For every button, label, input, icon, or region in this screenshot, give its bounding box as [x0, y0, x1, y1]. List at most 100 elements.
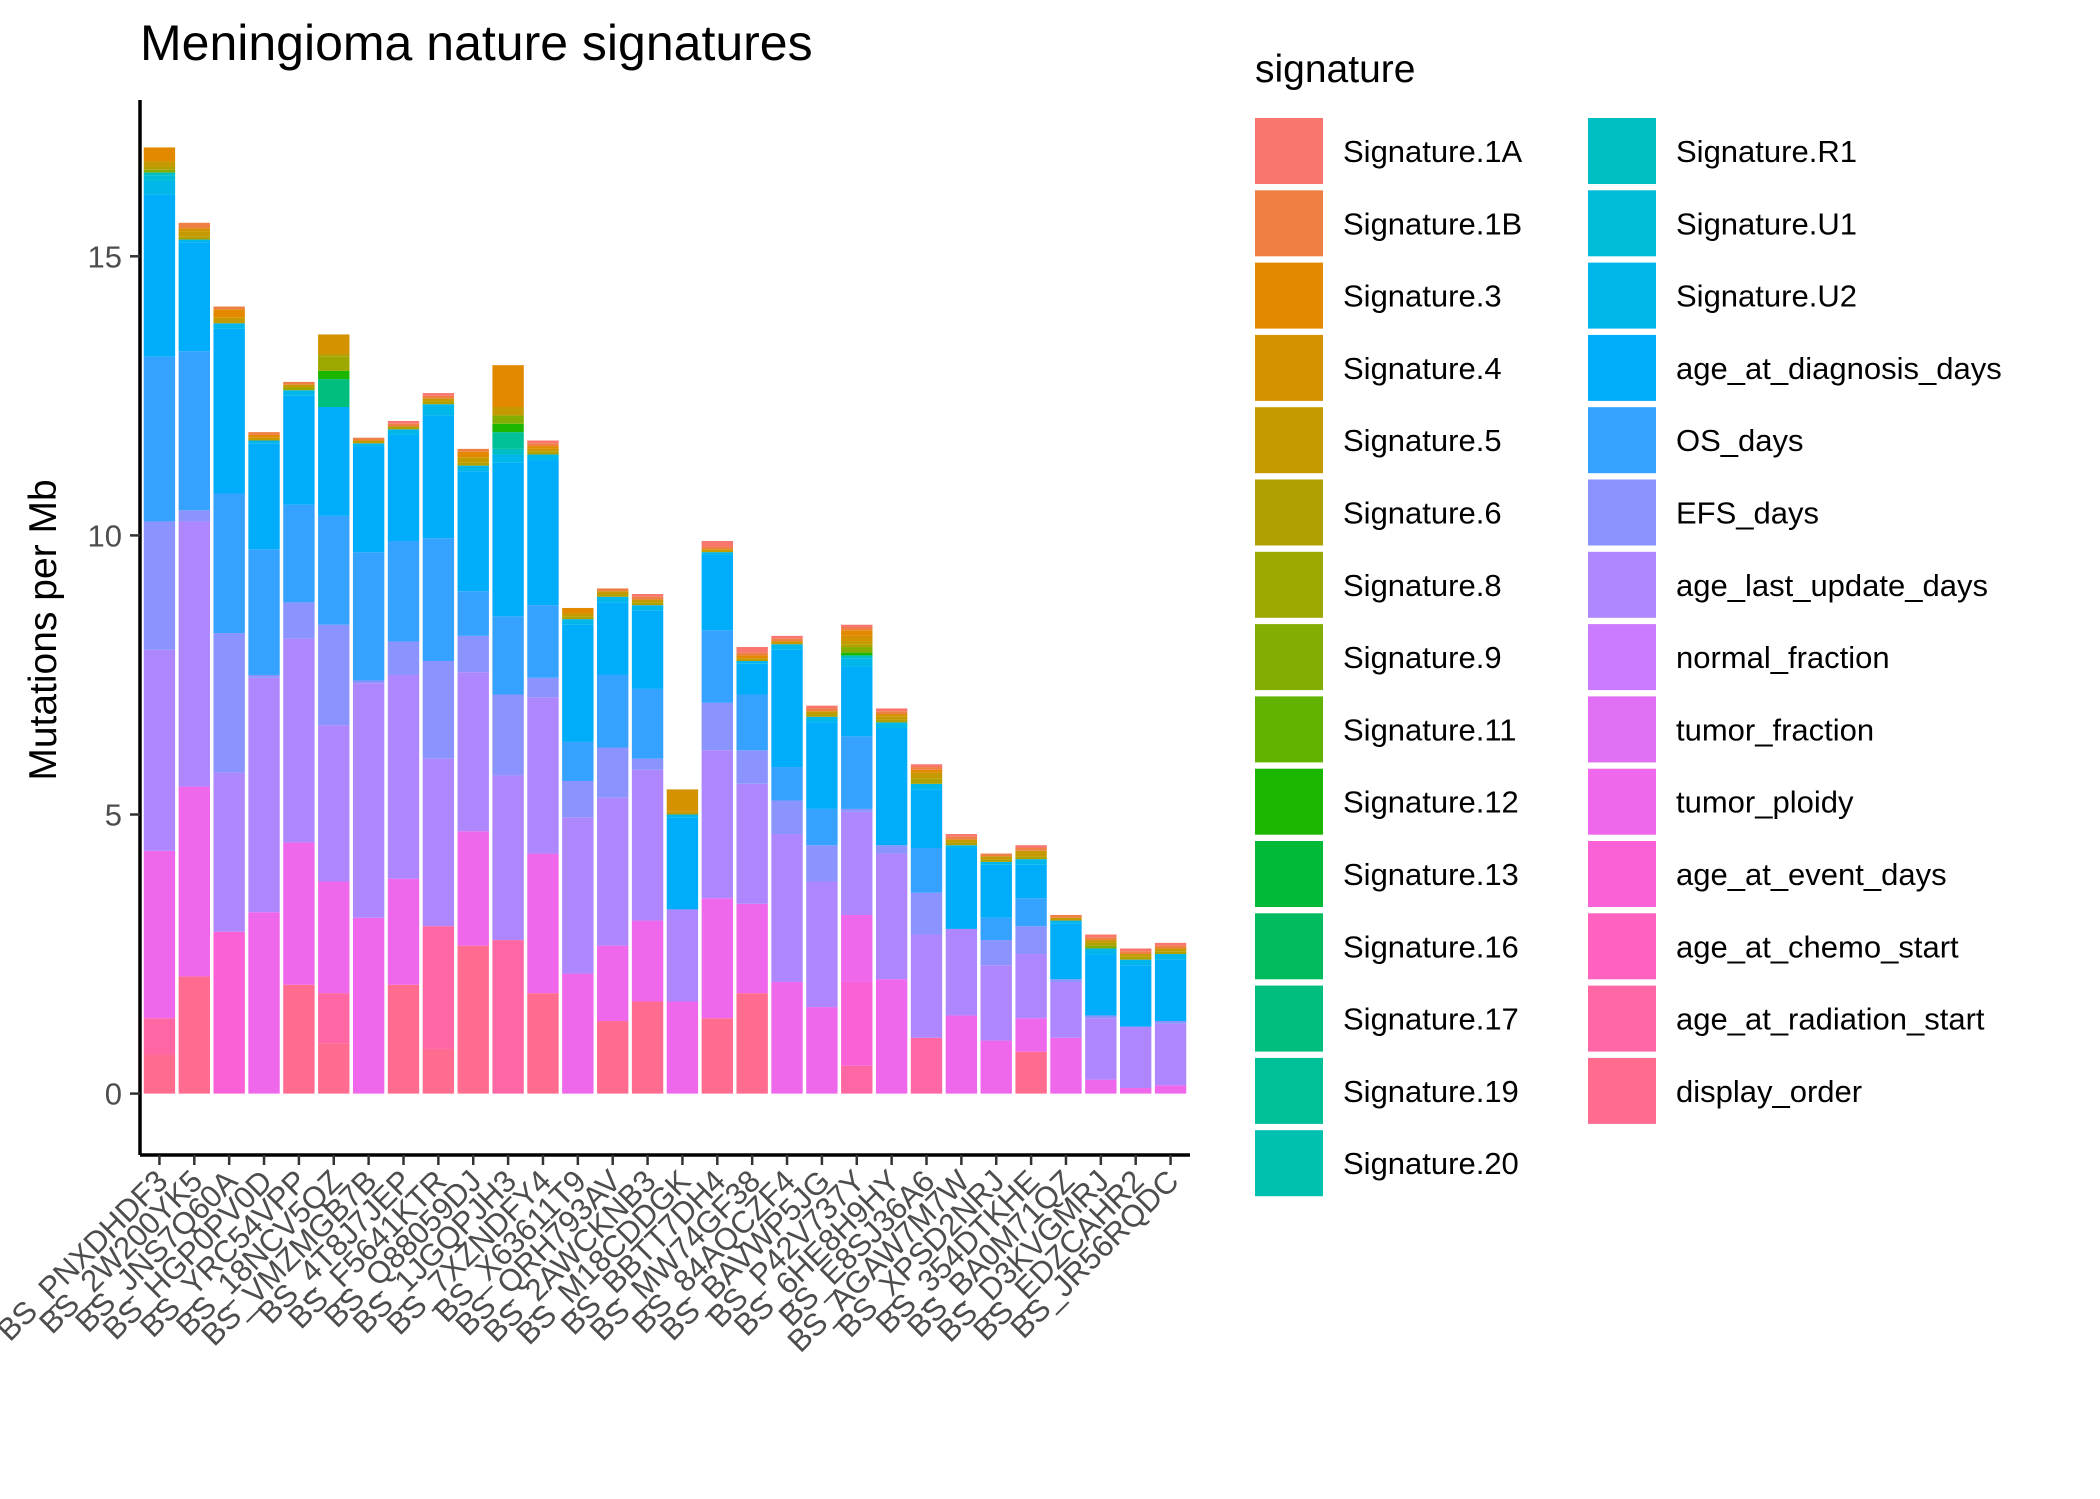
legend-label: Signature.5 — [1343, 423, 1502, 458]
bar-bs-e8sj36a6 — [910, 764, 943, 1094]
bar-segment-signature-3 — [457, 451, 489, 458]
bar-segment-tumor-ploidy — [945, 1015, 978, 1094]
bar-segment-efs-days — [631, 758, 664, 770]
bar-segment-age-at-radiation-start — [318, 993, 350, 1044]
bar-segment-efs-days — [736, 750, 768, 784]
bar-segment-signature-9 — [143, 169, 176, 173]
legend-key — [1588, 841, 1656, 907]
bar-segment-age-at-diagnosis-days — [875, 727, 908, 846]
bar-segment-signature-1b — [910, 767, 943, 770]
bar-segment-os-days — [143, 356, 176, 522]
bar-segment-efs-days — [980, 940, 1012, 966]
bar-segment-age-at-diagnosis-days — [980, 864, 1012, 918]
bar-segment-signature-1b — [701, 546, 733, 550]
bar-segment-signature-1b — [213, 306, 245, 310]
legend-key — [1255, 479, 1323, 546]
y-tick-label: 0 — [105, 1077, 122, 1112]
bar-segment-age-last-update-days — [562, 817, 594, 974]
bar-segment-signature-5 — [1085, 940, 1117, 943]
bar-segment-age-last-update-days — [248, 677, 280, 913]
bar-segment-age-at-diagnosis-days — [352, 446, 385, 553]
bar-segment-signature-u2 — [387, 429, 420, 435]
bar-segment-signature-1a — [1085, 934, 1117, 938]
bar-segment-signature-4 — [841, 635, 873, 642]
legend-item-age-at-event-days: age_at_event_days — [1588, 841, 1947, 907]
bar-segment-signature-1b — [1015, 847, 1047, 851]
bar-segment-age-last-update-days — [910, 934, 943, 1038]
bar-segment-signature-3 — [910, 769, 943, 773]
bar-segment-age-last-update-days — [980, 965, 1012, 1041]
bar-segment-signature-1b — [945, 836, 978, 840]
bar-segment-os-days — [980, 917, 1012, 941]
legend-label: Signature.19 — [1343, 1074, 1519, 1109]
bar-segment-age-last-update-days — [527, 697, 559, 854]
bar-segment-os-days — [178, 351, 210, 511]
bar-segment-display-order — [143, 1054, 176, 1094]
bar-segment-signature-u2 — [248, 440, 280, 444]
bar-segment-signature-5 — [492, 407, 524, 416]
bar-segment-age-last-update-days — [1120, 1026, 1152, 1089]
legend-label: age_at_diagnosis_days — [1676, 351, 2002, 386]
bar-segment-age-at-diagnosis-days — [143, 194, 176, 357]
bar-bs-hgp0pv0d — [248, 432, 280, 1094]
bar-segment-signature-4 — [178, 228, 210, 232]
bar-segment-display-order — [457, 945, 489, 1094]
bar-segment-efs-days — [457, 635, 489, 673]
bar-segment-signature-1a — [945, 834, 978, 837]
legend-label: Signature.U2 — [1676, 279, 1857, 314]
legend: Signature.1A Signature.1B Signature.3 Signa… — [1255, 118, 2002, 1197]
legend-item-signature-16: Signature.16 — [1255, 913, 1519, 980]
bar-segment-os-days — [387, 540, 420, 642]
bar-segment-age-at-diagnosis-days — [910, 789, 943, 848]
bar-segment-age-at-diagnosis-days — [318, 407, 350, 516]
bar-segment-age-at-diagnosis-days — [771, 649, 803, 768]
bar-segment-signature-12 — [492, 423, 524, 433]
bar-segment-signature-5 — [143, 161, 176, 167]
bar-segment-tumor-ploidy — [1050, 1037, 1082, 1094]
legend-item-efs-days: EFS_days — [1588, 479, 1819, 546]
bar-segment-signature-1a — [701, 540, 733, 547]
bar-segment-signature-4 — [875, 714, 908, 717]
legend-label: age_at_radiation_start — [1676, 1002, 1985, 1037]
bar-segment-age-last-update-days — [1154, 1023, 1187, 1086]
legend-label: Signature.1B — [1343, 206, 1522, 241]
bar-segment-os-days — [701, 630, 733, 703]
bar-segment-tumor-ploidy — [527, 853, 559, 994]
bar-segment-signature-1b — [771, 638, 803, 642]
legend-item-signature-1b: Signature.1B — [1255, 190, 1522, 257]
legend-key — [1588, 190, 1656, 257]
legend-label: Signature.13 — [1343, 857, 1519, 892]
bar-segment-signature-1b — [527, 443, 559, 447]
legend-label: age_last_update_days — [1676, 568, 1988, 603]
bar-segment-age-at-radiation-start — [143, 1018, 176, 1055]
bar-segment-tumor-ploidy — [143, 850, 176, 1019]
legend-key — [1588, 913, 1656, 980]
bar-segment-signature-1b — [1154, 945, 1187, 949]
bar-segment-signature-1b — [1050, 914, 1082, 918]
bar-bs-edzcahr2 — [1120, 948, 1152, 1094]
bar-segment-signature-1a — [387, 420, 420, 424]
legend-item-signature-u2: Signature.U2 — [1588, 262, 1857, 329]
bar-segment-age-at-diagnosis-days — [283, 395, 315, 505]
legend-title: signature — [1255, 48, 1415, 91]
bar-segment-os-days — [457, 591, 489, 636]
legend-label: Signature.4 — [1343, 351, 1502, 386]
bar-segment-signature-3 — [492, 365, 524, 408]
legend-label: Signature.16 — [1343, 929, 1519, 964]
bar-segment-efs-days — [422, 660, 455, 759]
legend-item-age-last-update-days: age_last_update_days — [1588, 551, 1988, 618]
bar-segment-age-at-diagnosis-days — [701, 554, 733, 631]
legend-key — [1255, 1057, 1323, 1124]
bar-segment-signature-6 — [1015, 856, 1047, 860]
legend-label: EFS_days — [1676, 496, 1819, 531]
bar-segment-signature-6 — [1120, 956, 1152, 960]
bar-segment-signature-1b — [387, 423, 420, 427]
bar-segment-signature-6 — [631, 602, 664, 606]
bar-segment-signature-1a — [841, 624, 873, 628]
bar-segment-efs-days — [875, 845, 908, 854]
legend-item-signature-u1: Signature.U1 — [1588, 190, 1857, 257]
bar-segment-signature-17 — [318, 379, 350, 408]
bar-segment-os-days — [1015, 898, 1047, 927]
bar-segment-signature-3 — [248, 434, 280, 438]
